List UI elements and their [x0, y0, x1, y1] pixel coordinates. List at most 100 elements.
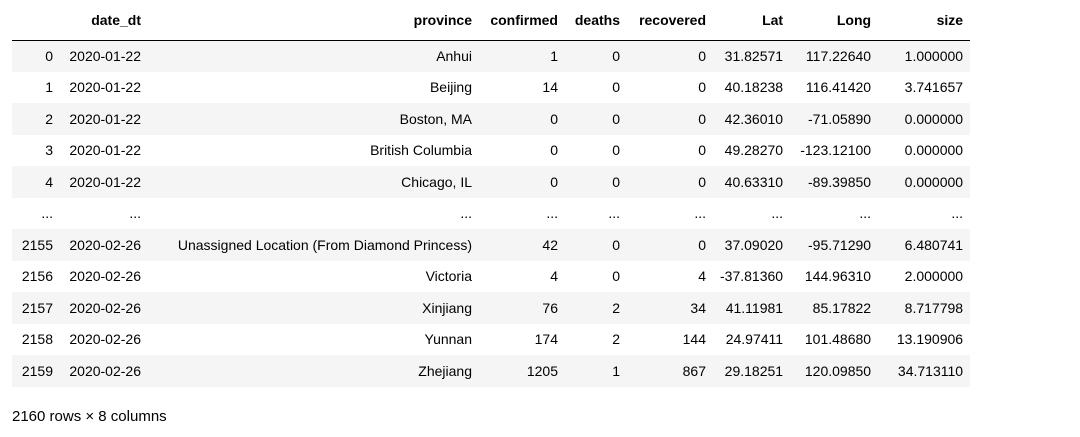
column-header-index — [12, 0, 60, 41]
cell-confirmed: 4 — [550, 268, 558, 285]
cell-size: 13.190906 — [896, 331, 964, 348]
cell-lat: 31.82571 — [724, 48, 784, 64]
cell-date_dt: ... — [129, 205, 141, 222]
cell-index: 2157 — [21, 299, 53, 316]
cell-long: 120.09850 — [804, 362, 872, 379]
cell-size: 0.000000 — [904, 173, 964, 190]
cell-lat: 49.28270 — [724, 142, 784, 159]
cell-size: 0.000000 — [904, 110, 964, 127]
cell-lat: 29.18251 — [724, 362, 784, 379]
cell-date_dt: 2020-01-22 — [69, 173, 141, 190]
cell-long: -71.05890 — [808, 110, 872, 127]
cell-province: ... — [460, 205, 472, 222]
cell-size: 6.480741 — [904, 236, 964, 253]
cell-deaths: 0 — [612, 48, 620, 64]
cell-size: ... — [951, 205, 964, 222]
cell-confirmed: 174 — [534, 331, 558, 348]
cell-deaths: 2 — [612, 299, 620, 316]
cell-recovered: 0 — [698, 236, 706, 253]
cell-province: Unassigned Location (From Diamond Prince… — [177, 236, 472, 253]
cell-date_dt: 2020-01-22 — [69, 142, 141, 159]
column-header-province: province — [148, 0, 479, 41]
column-header-size: size — [878, 0, 971, 41]
cell-deaths: 0 — [612, 142, 620, 159]
table-row: 2159 2020-02-26 Zhejiang 1205 1 867 29.18251 12… — [12, 355, 971, 387]
cell-date_dt: 2020-01-22 — [69, 79, 141, 96]
cell-deaths: ... — [608, 205, 620, 222]
cell-province: British Columbia — [370, 142, 472, 159]
cell-index: 2155 — [21, 236, 53, 253]
cell-size: 8.717798 — [904, 299, 964, 316]
header-row: date_dt province confirmed deaths recove… — [12, 0, 971, 41]
cell-size: 1.000000 — [904, 48, 964, 64]
cell-long: -95.71290 — [808, 236, 872, 253]
cell-index: 2 — [45, 110, 53, 127]
shape-caption: 2160 rows × 8 columns — [12, 408, 167, 425]
cell-size: 2.000000 — [904, 268, 964, 285]
cell-long: 117.22640 — [805, 48, 872, 64]
cell-recovered: 0 — [698, 48, 706, 64]
table-row: 4 2020-01-22 Chicago, IL 0 0 0 40.63310 -89.398… — [12, 166, 971, 198]
cell-recovered: 4 — [698, 268, 706, 285]
table-row: 1 2020-01-22 Beijing 14 0 0 40.18238 116.41420 3… — [12, 72, 970, 104]
cell-recovered: ... — [694, 205, 706, 222]
cell-date_dt: 2020-02-26 — [69, 268, 141, 285]
column-header-lat: Lat — [713, 0, 791, 41]
cell-lat: 37.09020 — [724, 236, 784, 253]
cell-confirmed: 1205 — [526, 362, 558, 379]
cell-recovered: 0 — [698, 173, 706, 190]
cell-long: 116.41420 — [805, 79, 872, 96]
cell-date_dt: 2020-02-26 — [69, 331, 141, 348]
cell-index: 0 — [45, 48, 53, 64]
cell-province: Yunnan — [424, 331, 473, 348]
cell-index: 2156 — [21, 268, 53, 285]
cell-long: 144.96310 — [804, 268, 872, 285]
cell-recovered: 144 — [682, 331, 706, 348]
cell-recovered: 0 — [698, 142, 706, 159]
cell-recovered: 0 — [698, 79, 706, 96]
cell-lat: ... — [771, 205, 784, 222]
cell-size: 0.000000 — [904, 142, 964, 159]
cell-recovered: 34 — [690, 299, 706, 316]
cell-date_dt: 2020-01-22 — [69, 110, 141, 127]
cell-lat: 42.36010 — [724, 110, 784, 127]
cell-deaths: 0 — [612, 110, 620, 127]
dataframe-table: date_dt province confirmed deaths recove… — [12, 0, 971, 387]
cell-confirmed: 1 — [550, 48, 558, 64]
cell-deaths: 0 — [612, 268, 620, 285]
cell-province: Victoria — [425, 268, 472, 285]
column-header-confirmed: confirmed — [479, 0, 565, 41]
cell-confirmed: 76 — [542, 299, 558, 316]
cell-lat: 41.11981 — [725, 299, 784, 316]
cell-province: Zhejiang — [418, 362, 472, 379]
column-header-date_dt: date_dt — [60, 0, 148, 41]
cell-index: 2158 — [21, 331, 53, 348]
table-row: 3 2020-01-22 British Columbia 0 0 0 49.28270 -1… — [12, 135, 970, 167]
cell-confirmed: 0 — [550, 110, 558, 127]
table-row: ........................... — [12, 198, 970, 230]
cell-recovered: 867 — [682, 362, 706, 379]
table-row: 2155 2020-02-26 Unassigned Location (From … — [12, 229, 971, 261]
table-row: 2 2020-01-22 Boston, MA 0 0 0 42.36010 -71.0589… — [12, 103, 971, 135]
cell-province: Beijing — [429, 79, 472, 96]
cell-size: 34.713110 — [897, 362, 964, 379]
cell-recovered: 0 — [698, 110, 706, 127]
column-header-recovered: recovered — [627, 0, 713, 41]
cell-confirmed: 42 — [542, 236, 558, 253]
table-row: 2158 2020-02-26 Yunnan 174 2 144 24.97411 101.4… — [12, 324, 970, 356]
cell-index: ... — [41, 205, 53, 222]
cell-date_dt: 2020-02-26 — [69, 299, 141, 316]
table-body: 0 2020-01-22 Anhui 1 0 0 31.82571 117.22640 1.00… — [12, 40, 971, 387]
cell-deaths: 0 — [612, 173, 620, 190]
cell-deaths: 1 — [612, 362, 620, 379]
cell-confirmed: 0 — [550, 142, 558, 159]
cell-size: 3.741657 — [904, 79, 964, 96]
cell-index: 4 — [45, 173, 53, 190]
cell-deaths: 0 — [612, 79, 620, 96]
cell-confirmed: 0 — [550, 173, 558, 190]
table-row: 2157 2020-02-26 Xinjiang 76 2 34 41.11981 85.17… — [12, 292, 971, 324]
cell-confirmed: 14 — [542, 79, 558, 96]
cell-index: 2159 — [21, 362, 53, 379]
cell-long: -123.12100 — [800, 142, 872, 159]
cell-long: 85.17822 — [812, 299, 872, 316]
